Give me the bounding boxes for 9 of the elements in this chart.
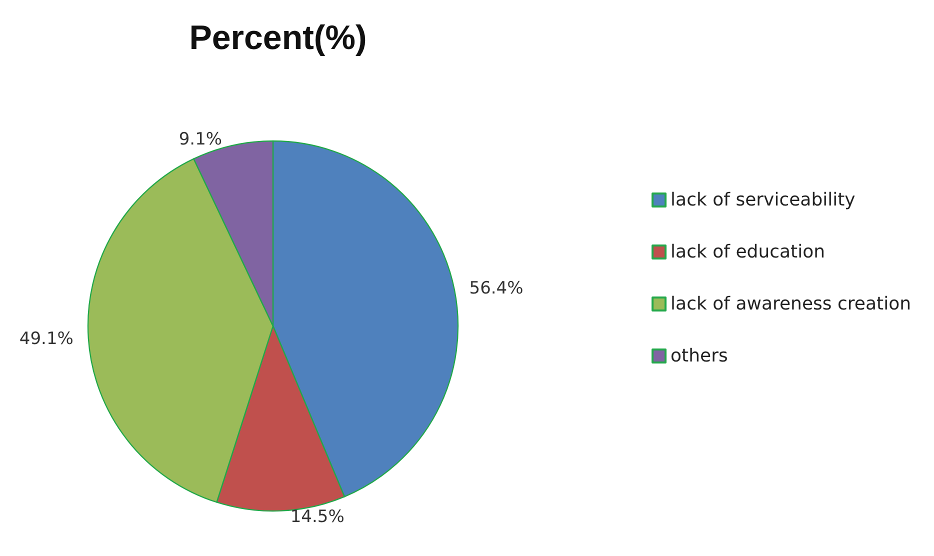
data-label: 56.4% bbox=[469, 278, 524, 298]
data-label: 49.1% bbox=[19, 328, 74, 349]
chart-title: Percent(%) bbox=[189, 19, 367, 57]
data-label: 9.1% bbox=[178, 130, 222, 150]
data-label: 14.5% bbox=[290, 506, 344, 527]
legend-label: lack of awareness creation bbox=[670, 294, 911, 314]
legend-label: lack of education bbox=[670, 242, 826, 262]
legend-label: lack of serviceability bbox=[670, 190, 856, 210]
legend-label: others bbox=[670, 346, 728, 366]
